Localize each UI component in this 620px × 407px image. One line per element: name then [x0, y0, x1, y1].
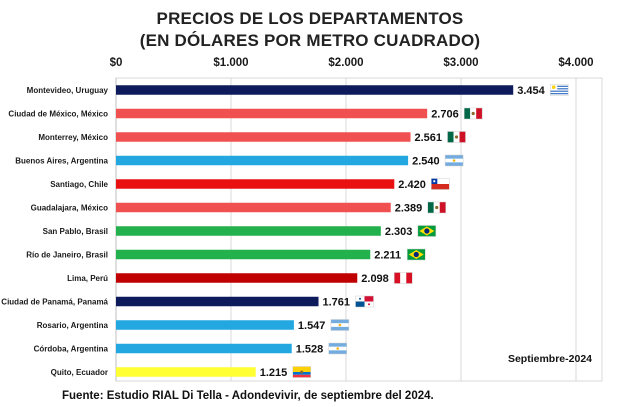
- category-label: San Pablo, Brasil: [43, 227, 108, 236]
- bar: [116, 85, 514, 95]
- brazil-flag-icon: [417, 225, 437, 237]
- bar: [116, 202, 391, 213]
- data-label: 1.547: [298, 320, 326, 332]
- chile-flag-icon: [431, 178, 450, 190]
- bar: [116, 367, 256, 377]
- category-label: Río de Janeiro, Brasil: [26, 251, 108, 260]
- argentina-flag-icon: [328, 342, 347, 355]
- data-label: 2.420: [398, 179, 426, 191]
- category-label: Montevideo, Uruguay: [27, 86, 109, 95]
- x-tick-label: $1.000: [213, 57, 248, 69]
- bar: [116, 226, 381, 236]
- mexico-flag-icon: [427, 201, 446, 214]
- category-label: Lima, Perú: [67, 274, 108, 283]
- category-label: Buenos Aires, Argentina: [15, 157, 108, 166]
- category-label: Santiago, Chile: [50, 180, 108, 189]
- category-label: Ciudad de México, México: [8, 110, 108, 119]
- bar: [116, 273, 358, 283]
- bar: [116, 343, 292, 354]
- bar: [116, 249, 371, 260]
- category-label: Córdoba, Argentina: [34, 345, 109, 354]
- panama-flag-icon: [355, 295, 374, 308]
- ecuador-flag-icon: [292, 366, 311, 378]
- data-label: 2.211: [374, 250, 401, 262]
- data-label: 1.528: [296, 344, 324, 356]
- data-label: 2.540: [412, 156, 440, 168]
- peru-flag-icon: [394, 272, 413, 284]
- data-label: 1.761: [323, 297, 351, 309]
- x-tick-label: $4.000: [558, 57, 593, 69]
- mexico-flag-icon: [463, 107, 483, 120]
- data-label: 1.215: [260, 367, 288, 379]
- period-annotation: Septiembre-2024: [508, 353, 592, 365]
- x-tick-label: $0: [110, 57, 123, 69]
- data-label: 2.561: [415, 132, 443, 144]
- category-label: Monterrey, México: [38, 133, 108, 142]
- bar: [116, 320, 294, 330]
- source-note: Fuente: Estudio RIAL Di Tella - Adondevi…: [62, 390, 434, 402]
- data-label: 2.098: [361, 273, 389, 285]
- bar: [116, 296, 319, 307]
- data-label: 2.389: [395, 203, 423, 215]
- data-label: 2.303: [385, 226, 413, 238]
- chart-title-line-1: PRECIOS DE LOS DEPARTAMENTOS: [156, 9, 464, 28]
- brazil-flag-icon: [407, 248, 426, 261]
- bar: [116, 108, 428, 119]
- category-label: Guadalajara, México: [31, 204, 108, 213]
- x-tick-label: $3.000: [443, 57, 478, 69]
- category-label: Quito, Ecuador: [51, 368, 108, 377]
- chart-title-line-2: (EN DÓLARES POR METRO CUADRADO): [139, 31, 481, 50]
- data-label: 3.454: [517, 85, 545, 97]
- x-tick-label: $2.000: [328, 57, 363, 69]
- uruguay-flag-icon: [549, 84, 569, 96]
- data-label: 2.706: [431, 109, 459, 121]
- bar: [116, 132, 411, 142]
- argentina-flag-icon: [330, 319, 350, 331]
- mexico-flag-icon: [447, 131, 466, 143]
- argentina-flag-icon: [444, 154, 464, 167]
- category-label: Rosario, Argentina: [37, 321, 109, 330]
- bar: [116, 155, 409, 166]
- bar: [116, 179, 395, 189]
- category-label: Ciudad de Panamá, Panamá: [1, 298, 108, 307]
